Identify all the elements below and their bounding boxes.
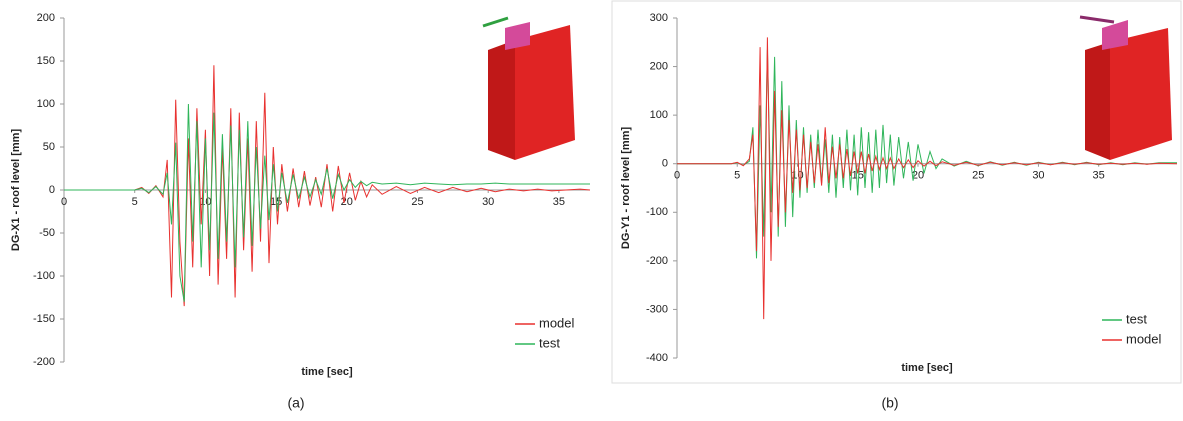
y-tick-label: 150 — [37, 55, 55, 67]
x-tick-label: 30 — [482, 196, 494, 208]
y-axis-label: DG-X1 - roof level [mm] — [10, 129, 22, 252]
figure: -200-150-100-500501001502000510152025303… — [0, 0, 1183, 416]
x-tick-label: 10 — [199, 196, 211, 208]
x-tick-label: 25 — [972, 170, 984, 182]
y-axis-label: DG-Y1 - roof level [mm] — [620, 127, 632, 250]
x-tick-label: 35 — [553, 196, 565, 208]
x-axis-label: time [sec] — [901, 362, 953, 374]
y-tick-label: 0 — [662, 158, 668, 170]
y-tick-label: -50 — [39, 227, 55, 239]
x-tick-label: 35 — [1093, 170, 1105, 182]
y-tick-label: -200 — [646, 255, 668, 267]
y-tick-label: -300 — [646, 303, 668, 315]
y-tick-label: 300 — [650, 12, 668, 24]
y-tick-label: 200 — [650, 60, 668, 72]
x-tick-label: 0 — [674, 170, 680, 182]
y-tick-label: 100 — [37, 98, 55, 110]
y-tick-label: -200 — [33, 356, 55, 368]
x-tick-label: 25 — [411, 196, 423, 208]
building-icon — [1080, 17, 1172, 160]
caption: (b) — [881, 395, 898, 411]
legend-label: test — [539, 335, 560, 350]
y-tick-label: 50 — [43, 141, 55, 153]
y-tick-label: 0 — [49, 184, 55, 196]
y-tick-label: -400 — [646, 352, 668, 364]
y-tick-label: -100 — [646, 206, 668, 218]
y-tick-label: -150 — [33, 313, 55, 325]
legend-label: model — [1126, 331, 1162, 346]
x-tick-label: 5 — [734, 170, 740, 182]
x-axis-label: time [sec] — [301, 366, 353, 378]
legend-label: test — [1126, 311, 1147, 326]
legend-label: model — [539, 315, 575, 330]
x-tick-label: 0 — [61, 196, 67, 208]
x-tick-label: 20 — [341, 196, 353, 208]
y-tick-label: 200 — [37, 12, 55, 24]
y-tick-label: -100 — [33, 270, 55, 282]
x-tick-label: 5 — [132, 196, 138, 208]
y-tick-label: 100 — [650, 109, 668, 121]
building-icon — [483, 18, 575, 160]
x-tick-label: 30 — [1032, 170, 1044, 182]
caption: (a) — [287, 395, 304, 411]
